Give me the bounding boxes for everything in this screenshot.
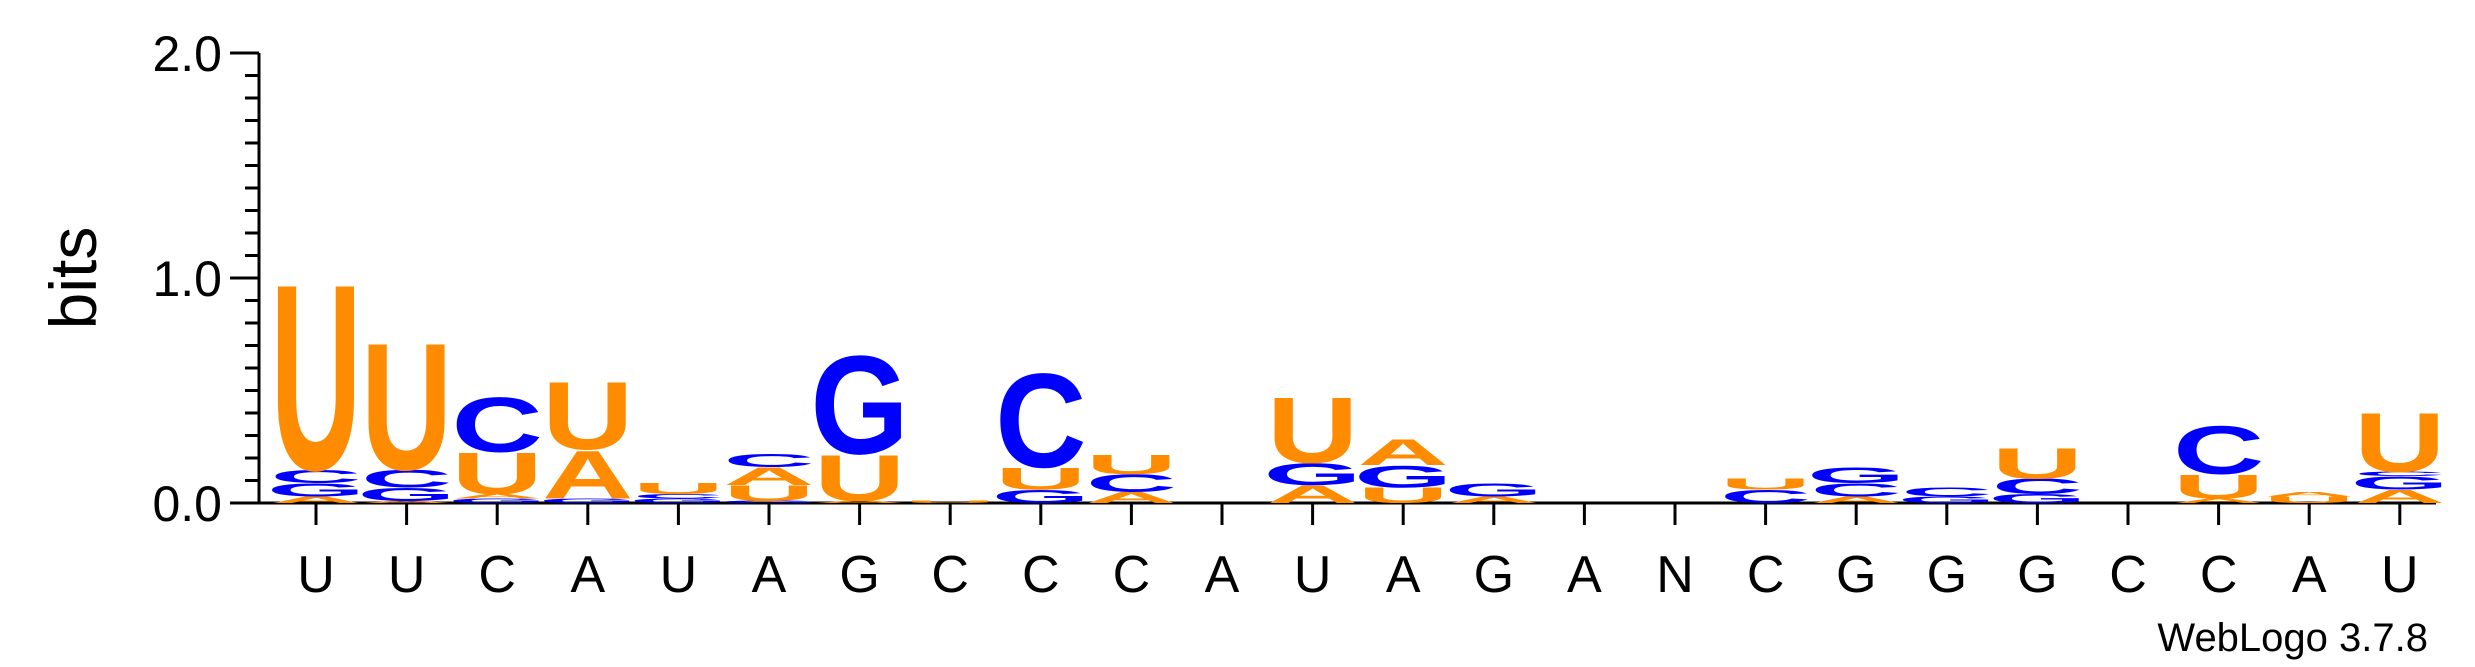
- x-tick-label: U: [660, 546, 698, 604]
- x-tick-label: A: [1205, 546, 1240, 604]
- logo-letter-c: C: [1811, 479, 1902, 500]
- logo-letter-c: C: [995, 345, 1086, 495]
- logo-letter-g: G: [1263, 457, 1361, 492]
- x-tick-label: G: [2017, 546, 2057, 604]
- logo-letter-c: C: [1720, 486, 1811, 507]
- logo-letter-u: U: [723, 481, 814, 505]
- x-tick-label: A: [2292, 546, 2327, 604]
- logo-letter-c: C: [270, 466, 361, 487]
- logo-letter-g: G: [1807, 463, 1905, 487]
- logo-letter-u: U: [452, 441, 543, 507]
- logo-letter-c: C: [633, 493, 724, 500]
- logo-letter-a: A: [814, 500, 905, 503]
- logo-letter-a: A: [723, 463, 814, 491]
- x-tick-label: C: [931, 546, 969, 604]
- y-tick-label-1: 1.0: [152, 251, 222, 307]
- logo-letter-c: C: [2354, 470, 2445, 477]
- logo-letter-c: C: [361, 465, 452, 493]
- x-tick-label: G: [1927, 546, 1967, 604]
- logo-letter-u: U: [2173, 467, 2264, 506]
- x-tick-label: C: [1747, 546, 1785, 604]
- x-tick-label: A: [570, 546, 605, 604]
- logo-letter-u: U: [361, 307, 452, 509]
- x-tick-label: U: [2381, 546, 2419, 604]
- logo-letter-g: G: [1445, 479, 1543, 500]
- logo-letter-g: G: [1988, 492, 2086, 506]
- logo-letter-c: C: [2173, 412, 2264, 489]
- logo-letter-u: U: [2354, 395, 2445, 489]
- logo-letter-a: A: [2264, 491, 2355, 498]
- logo-letter-g: G: [267, 479, 365, 500]
- logo-letter-a: A: [1086, 489, 1177, 507]
- x-tick-label: C: [478, 546, 516, 604]
- logo-letter-g: G: [810, 327, 908, 484]
- x-tick-label: U: [388, 546, 426, 604]
- x-tick-label: N: [1656, 546, 1694, 604]
- y-tick-label-2: 2.0: [152, 26, 222, 82]
- logo-letter-g: G: [357, 484, 455, 505]
- x-tick-label: C: [1113, 546, 1151, 604]
- logo-letter-a: A: [2354, 486, 2445, 507]
- logo-letter-a: A: [1358, 431, 1449, 473]
- logo-letter-u: U: [1086, 449, 1177, 480]
- logo-letter-u: U: [1720, 475, 1811, 493]
- logo-letter-g: G: [539, 497, 637, 504]
- x-tick-label: G: [1836, 546, 1876, 604]
- logo-letter-g: G: [1898, 495, 1996, 505]
- logo-letter-u: U: [1358, 483, 1449, 507]
- logo-letter-g: G: [1354, 459, 1452, 494]
- logo-letter-g: G: [2351, 473, 2449, 494]
- y-axis-label: bits: [36, 227, 110, 330]
- logo-letter-u: U: [633, 480, 724, 498]
- logo-letter-a: A: [361, 500, 452, 503]
- logo-letter-c: C: [1901, 485, 1992, 499]
- logo-letter-g: G: [448, 497, 546, 504]
- x-tick-label: A: [1386, 546, 1421, 604]
- logo-letter-u: U: [2264, 495, 2355, 505]
- x-tick-label: A: [1567, 546, 1602, 604]
- logo-letter-c: C: [723, 450, 814, 471]
- logo-letter-u: U: [1992, 439, 2083, 488]
- logo-letter-a: A: [452, 493, 543, 500]
- logo-letter-u: U: [995, 461, 1086, 496]
- logo-letter-u: U: [270, 230, 361, 526]
- logo-letter-a: A: [1811, 495, 1902, 505]
- logo-letter-u: U: [542, 361, 633, 469]
- logo-letter-g: G: [629, 497, 727, 504]
- logo-letter-c: C: [1992, 474, 2083, 498]
- x-tick-label: A: [752, 546, 787, 604]
- logo-letter-u: U: [1267, 377, 1358, 482]
- logo-letter-a: A: [1448, 495, 1539, 505]
- x-tick-label: U: [1294, 546, 1332, 604]
- logo-letter-a: A: [2173, 497, 2264, 504]
- weblogo-credit: WebLogo 3.7.8: [2157, 616, 2428, 660]
- x-tick-label: C: [1022, 546, 1060, 604]
- logo-letter-u: U: [905, 500, 996, 503]
- logo-letter-g: G: [992, 486, 1090, 507]
- x-tick-label: G: [839, 546, 879, 604]
- logo-letter-g: G: [720, 500, 818, 503]
- logo-letter-a: A: [270, 495, 361, 505]
- logo-letter-c: C: [452, 381, 543, 468]
- y-tick-label-0: 0.0: [152, 476, 222, 532]
- logo-letter-u: U: [814, 442, 905, 515]
- y-tick-marks: [230, 51, 259, 505]
- x-tick-marks: [314, 503, 2402, 525]
- x-tick-label: U: [297, 546, 335, 604]
- logo-letter-c: C: [1086, 469, 1177, 497]
- x-tick-label: C: [2109, 546, 2147, 604]
- x-tick-label: C: [2200, 546, 2238, 604]
- logo-letter-a: A: [542, 436, 633, 513]
- x-tick-label: G: [1474, 546, 1514, 604]
- logo-letter-a: A: [1267, 481, 1358, 509]
